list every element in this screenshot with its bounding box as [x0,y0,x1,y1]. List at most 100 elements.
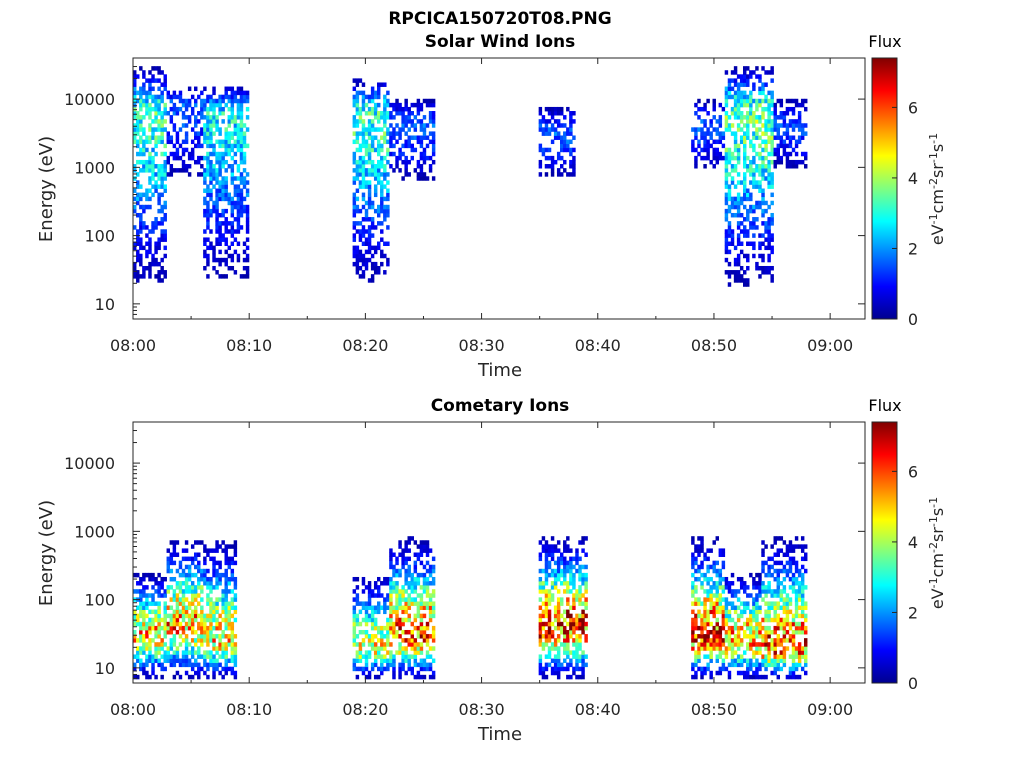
spectrogram-cell [355,188,360,193]
spectrogram-cell [136,115,140,120]
spectrogram-cell [157,609,161,615]
spectrogram-cell [370,233,375,238]
spectrogram-cell [718,654,723,659]
spectrogram-cell [560,613,564,619]
spectrogram-cell [178,589,183,594]
spectrogram-cell [422,115,427,120]
spectrogram-cell [190,94,195,100]
spectrogram-cell [428,609,433,615]
spectrogram-cell [718,646,723,651]
spectrogram-cell [416,646,421,651]
spectrogram-cell [715,593,719,598]
spectrogram-cell [145,605,149,610]
spectrogram-cell [703,135,707,140]
spectrogram-cell [245,127,250,132]
spectrogram-cell [227,658,231,664]
spectrogram-cell [169,94,174,100]
spectrogram-cell [370,625,375,631]
spectrogram-cell [215,605,219,610]
spectrogram-cell [776,552,780,557]
spectrogram-cell [352,98,357,104]
spectrogram-cell [703,597,707,602]
spectrogram-cell [373,634,378,639]
spectrogram-cell [563,115,567,120]
spectrogram-cell [788,143,793,149]
spectrogram-cell [718,605,723,610]
spectrogram-cell [770,564,774,570]
spectrogram-cell [794,568,799,574]
spectrogram-cell [209,585,213,590]
spectrogram-cell [215,540,219,545]
spectrogram-cell [697,658,701,664]
spectrogram-cell [224,552,228,557]
spectrogram-cell [206,127,210,132]
spectrogram-cell [184,642,189,647]
spectrogram-cell [224,548,228,553]
spectrogram-cell [764,662,768,668]
spectrogram-cell [233,200,238,206]
spectrogram-cell [230,196,235,202]
spectrogram-cell [236,106,241,112]
spectrogram-cell [752,609,756,615]
spectrogram-cell [392,564,396,570]
spectrogram-cell [151,229,155,234]
spectrogram-cell [782,662,787,668]
spectrogram-cell [746,164,750,169]
spectrogram-cell [160,257,164,263]
spectrogram-cell [755,151,759,157]
spectrogram-cell [407,172,411,177]
spectrogram-cell [139,253,143,259]
spectrogram-cell [358,90,363,96]
spectrogram-cell [166,589,170,594]
spectrogram-cell [352,245,357,251]
spectrogram-cell [715,585,719,590]
spectrogram-cell [718,119,723,124]
spectrogram-cell [736,646,741,651]
spectrogram-cell [239,135,244,140]
spectrogram-cell [142,601,146,606]
spectrogram-cell [752,111,756,116]
spectrogram-cell [767,564,771,570]
spectrogram-cell [724,621,729,627]
spectrogram-cell [380,143,384,149]
spectrogram-cell [733,82,738,87]
spectrogram-cell [739,98,744,104]
spectrogram-cell [691,540,695,545]
spectrogram-cell [764,617,768,623]
spectrogram-cell [718,139,723,145]
spectrogram-cell [566,642,570,647]
spectrogram-cell [709,658,713,664]
spectrogram-cell [206,212,210,218]
spectrogram-cell [727,151,732,157]
spectrogram-cell [764,638,768,643]
spectrogram-cell [764,143,768,149]
spectrogram-cell [563,650,567,655]
spectrogram-cell [776,147,780,153]
spectrogram-cell [569,127,573,132]
spectrogram-cell [224,609,228,615]
spectrogram-cell [224,90,228,96]
spectrogram-cell [386,666,390,672]
spectrogram-cell [151,106,155,112]
spectrogram-cell [221,164,225,169]
spectrogram-cell [224,102,228,108]
spectrogram-cell [575,617,579,623]
spectrogram-cell [779,654,784,659]
spectrogram-cell [739,135,744,140]
spectrogram-cell [563,589,567,594]
spectrogram-cell [422,135,427,140]
spectrogram-cell [773,650,777,655]
spectrogram-cell [428,634,433,639]
spectrogram-cell [166,613,170,619]
spectrogram-cell [145,625,149,631]
spectrogram-cell [148,106,152,112]
spectrogram-cell [389,597,393,602]
spectrogram-cell [218,642,222,647]
spectrogram-cell [154,257,158,263]
spectrogram-cell [758,127,762,132]
spectrogram-cell [133,188,137,193]
spectrogram-cell [410,654,414,659]
spectrogram-cell [218,241,222,246]
spectrogram-cell [236,212,241,218]
spectrogram-cell [392,629,396,635]
